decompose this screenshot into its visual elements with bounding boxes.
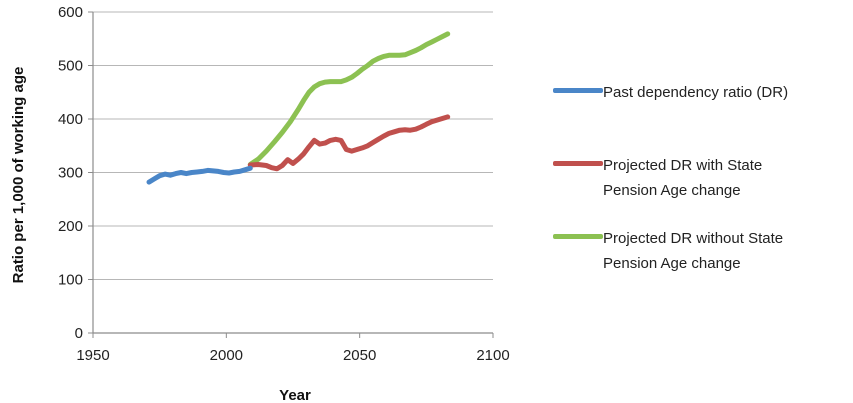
legend-swatch-with-spa (553, 161, 603, 166)
gridlines (93, 11, 493, 280)
y-tick-label-600: 600 (58, 4, 83, 21)
series-line-past-dr (146, 165, 253, 185)
x-tick-label-2050: 2050 (343, 347, 376, 364)
y-tick-label-400: 400 (58, 111, 83, 128)
x-tick-label-2100: 2100 (476, 347, 509, 364)
y-tick-label-500: 500 (58, 58, 83, 75)
series-line-projected-dr-with-spa-change (247, 114, 451, 172)
legend-swatch-without-spa (553, 234, 603, 239)
legend-label-with-spa-line1: Projected DR with State (603, 157, 763, 174)
legend-label-without-spa-line1: Projected DR without State (603, 230, 784, 247)
x-axis-title: Year (279, 387, 311, 403)
x-axis-ticks: 1950 2000 2050 2100 (76, 333, 510, 364)
legend-label-with-spa-line2: Pension Age change (603, 182, 741, 199)
legend-label-without-spa-line2: Pension Age change (603, 255, 741, 272)
y-tick-label-200: 200 (58, 218, 83, 235)
x-tick-label-2000: 2000 (210, 347, 243, 364)
y-tick-label-0: 0 (75, 325, 83, 342)
series-lines (146, 31, 451, 185)
x-tick-label-1950: 1950 (76, 347, 109, 364)
legend-label-past: Past dependency ratio (DR) (603, 84, 789, 101)
y-axis-ticks: 0 100 200 300 400 500 600 (58, 4, 93, 342)
legend-swatch-past (553, 88, 603, 93)
y-tick-label-100: 100 (58, 272, 83, 289)
y-axis-title: Ratio per 1,000 of working age (10, 67, 27, 284)
series-line-projected-dr-without-spa-change (247, 31, 451, 167)
y-tick-label-300: 300 (58, 165, 83, 182)
